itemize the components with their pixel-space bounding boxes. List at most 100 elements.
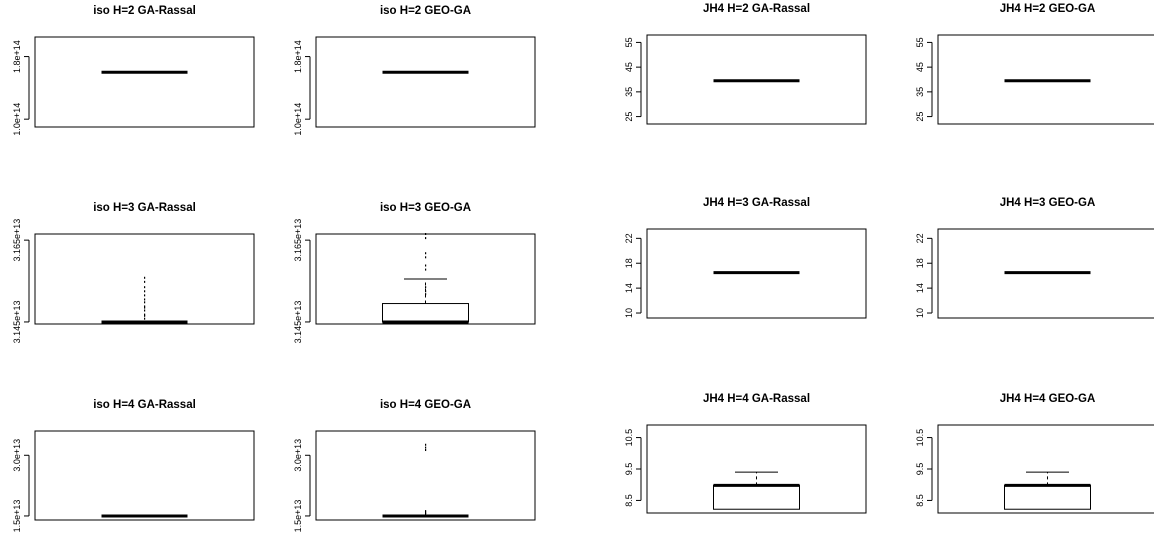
boxplot-panel: iso H=3 GEO-GA 3.145e+13 3.165e+13 [293, 202, 536, 344]
outlier-point [144, 305, 146, 308]
plot-frame [646, 34, 867, 125]
y-tick-label: 8.5 [624, 494, 634, 507]
outlier-point [144, 314, 146, 317]
y-tick-label: 25 [624, 112, 634, 122]
boxplot-panel: JH4 H=2 GA-Rassal 25 35 45 55 [624, 3, 867, 125]
y-tick-label: 35 [624, 87, 634, 97]
outlier-point [425, 233, 427, 235]
outlier-point [144, 276, 146, 279]
outlier-point [425, 449, 427, 452]
panel-title: JH4 H=2 GA-Rassal [703, 3, 810, 15]
boxplot-panel: JH4 H=4 GEO-GA 8.5 9.5 10.5 [915, 393, 1154, 514]
outlier-point [425, 252, 427, 255]
plot-frame [315, 430, 536, 521]
y-tick-label: 1.5e+13 [12, 500, 22, 533]
y-tick-label: 35 [915, 87, 925, 97]
y-tick-label: 3.165e+13 [293, 219, 303, 262]
boxplot-panel: JH4 H=3 GEO-GA 10 14 18 22 [915, 197, 1154, 319]
panel-title: JH4 H=4 GA-Rassal [703, 393, 810, 405]
panel-title: JH4 H=3 GEO-GA [1000, 197, 1096, 209]
boxplot-panel: JH4 H=2 GEO-GA 25 35 45 55 [915, 3, 1154, 125]
y-tick-label: 18 [915, 258, 925, 268]
boxplot-panel: iso H=2 GA-Rassal 1.0e+14 1.8e+14 [12, 5, 255, 136]
boxplot-panel: JH4 H=4 GA-Rassal 8.5 9.5 10.5 [624, 393, 867, 514]
outlier-point [425, 256, 427, 259]
y-tick-label: 9.5 [624, 463, 634, 476]
outlier-point [144, 280, 146, 283]
plot-frame [315, 36, 536, 128]
outlier-point [425, 512, 427, 515]
box-iqr [382, 303, 469, 323]
outlier-point [144, 306, 146, 309]
y-tick-label: 10.5 [624, 429, 634, 447]
plot-frame [34, 233, 255, 325]
plot-frame [646, 424, 867, 514]
outlier-point [425, 268, 427, 271]
y-tick-label: 9.5 [915, 463, 925, 476]
y-tick-label: 14 [624, 283, 634, 293]
plot-frame [34, 430, 255, 521]
panel-title: JH4 H=4 GEO-GA [1000, 393, 1096, 405]
y-tick-label: 3.145e+13 [293, 301, 303, 344]
y-tick-label: 1.8e+14 [12, 40, 22, 73]
outlier-point [425, 511, 427, 514]
plot-frame [937, 424, 1154, 514]
boxplot-panel: iso H=4 GEO-GA 1.5e+13 3.0e+13 [293, 399, 536, 533]
outlier-point [144, 313, 146, 316]
panel-title: iso H=4 GEO-GA [380, 399, 471, 411]
y-tick-label: 1.0e+14 [293, 103, 303, 136]
boxplot-panel: JH4 H=3 GA-Rassal 10 14 18 22 [624, 197, 867, 319]
y-tick-label: 1.8e+14 [293, 40, 303, 73]
outlier-point [425, 446, 427, 449]
outlier-point [425, 264, 427, 267]
plot-frame [937, 228, 1154, 319]
panel-title: iso H=3 GEO-GA [380, 202, 471, 214]
panel-title: iso H=3 GA-Rassal [93, 202, 196, 214]
y-tick-label: 3.0e+13 [293, 439, 303, 472]
box-iqr [1004, 484, 1091, 510]
panel-title: iso H=2 GA-Rassal [93, 5, 196, 17]
panel-title: iso H=2 GEO-GA [380, 5, 471, 17]
panel-title: JH4 H=2 GEO-GA [1000, 3, 1096, 15]
y-tick-label: 18 [624, 258, 634, 268]
boxplot-panel: iso H=3 GA-Rassal 3.145e+13 3.165e+13 [12, 202, 255, 343]
outlier-point [425, 293, 427, 296]
y-tick-label: 8.5 [915, 494, 925, 507]
outlier-point [144, 298, 146, 301]
y-tick-label: 45 [915, 62, 925, 72]
y-tick-label: 55 [624, 37, 634, 47]
panel-title: iso H=4 GA-Rassal [93, 399, 196, 411]
panel-title: JH4 H=3 GA-Rassal [703, 197, 810, 209]
y-tick-label: 1.5e+13 [293, 500, 303, 533]
outlier-point [144, 309, 146, 312]
y-tick-label: 1.0e+14 [12, 103, 22, 136]
y-tick-label: 45 [624, 62, 634, 72]
outlier-point [144, 286, 146, 289]
outlier-point [144, 301, 146, 304]
outlier-point [425, 286, 427, 289]
y-tick-label: 22 [624, 233, 634, 243]
outlier-point [425, 510, 427, 513]
y-tick-label: 14 [915, 283, 925, 293]
plot-frame [937, 34, 1154, 125]
y-tick-label: 3.0e+13 [12, 439, 22, 472]
y-tick-label: 55 [915, 37, 925, 47]
plot-frame [34, 36, 255, 128]
plot-frame [646, 228, 867, 319]
boxplot-panel: iso H=4 GA-Rassal 1.5e+13 3.0e+13 [12, 399, 255, 533]
outlier-point [144, 290, 146, 293]
outlier-point [425, 443, 427, 446]
outlier-point [144, 294, 146, 297]
y-tick-label: 10.5 [915, 429, 925, 447]
box-iqr [713, 484, 800, 510]
y-tick-label: 3.165e+13 [12, 219, 22, 262]
y-tick-label: 10 [624, 308, 634, 318]
outlier-point [425, 237, 427, 240]
y-tick-label: 22 [915, 233, 925, 243]
outlier-point [144, 317, 146, 320]
outlier-point [425, 290, 427, 293]
boxplot-panel: iso H=2 GEO-GA 1.0e+14 1.8e+14 [293, 5, 536, 136]
y-tick-label: 25 [915, 112, 925, 122]
y-tick-label: 10 [915, 308, 925, 318]
